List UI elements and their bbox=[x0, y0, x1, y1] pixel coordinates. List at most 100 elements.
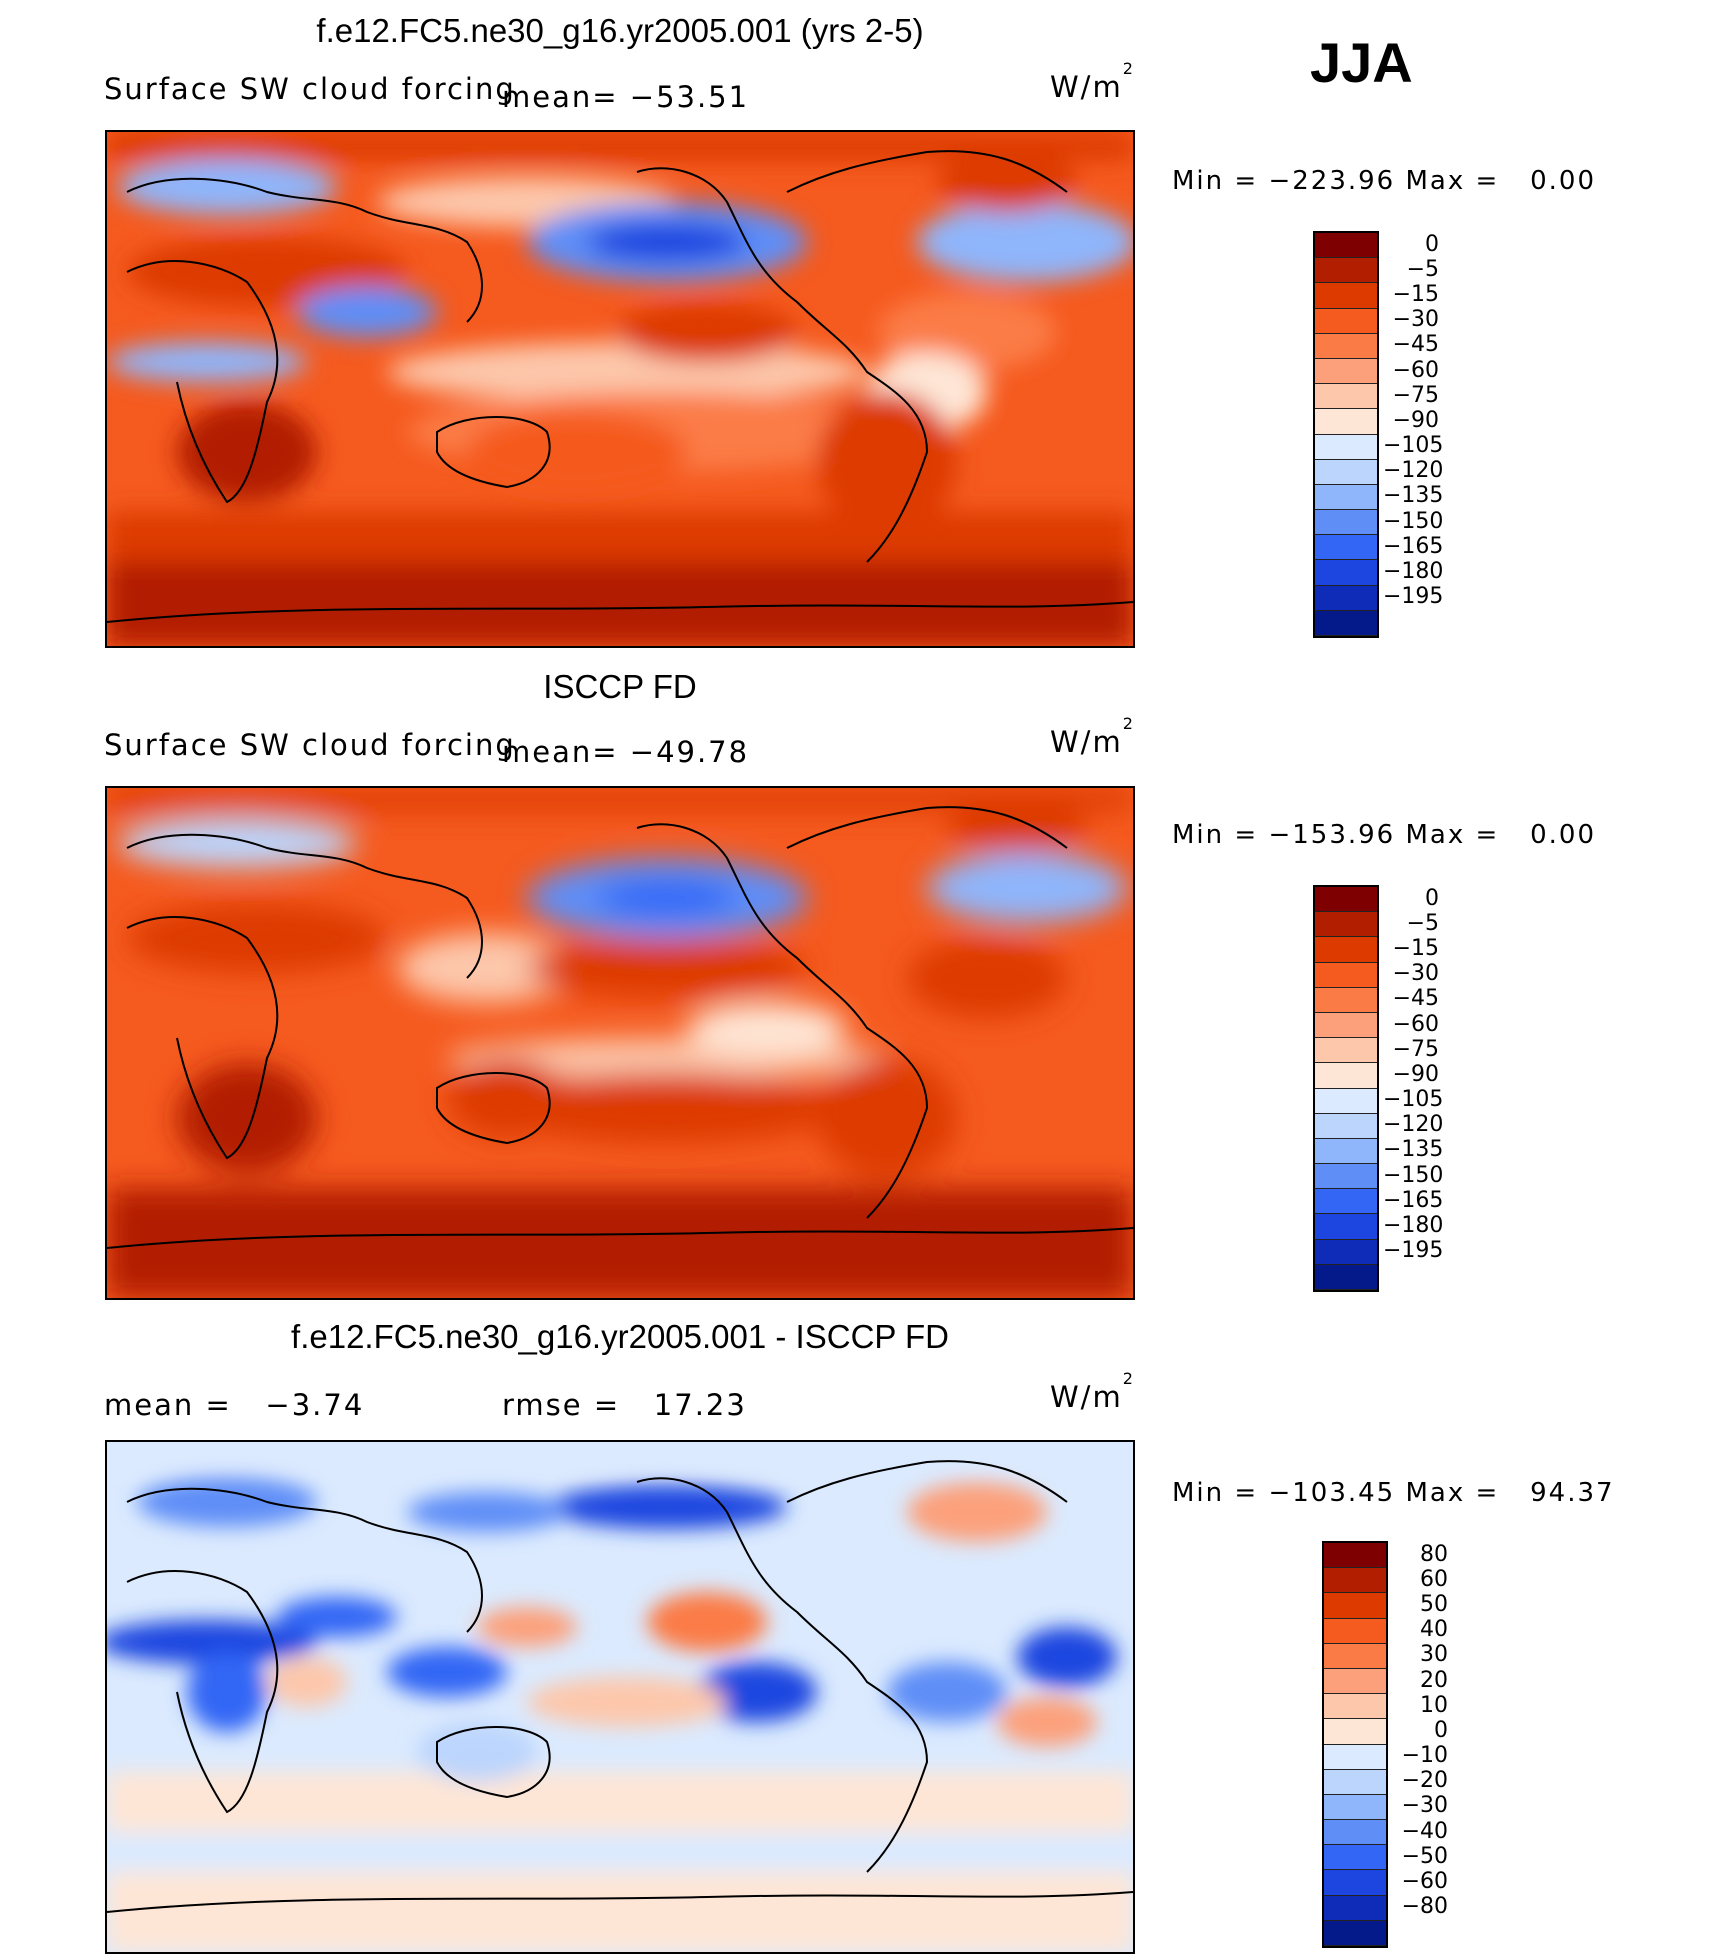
panel2-coastlines bbox=[107, 806, 1133, 1249]
panel3-map bbox=[105, 1440, 1135, 1954]
panel3-title: f.e12.FC5.ne30_g16.yr2005.001 - ISCCP FD bbox=[291, 1318, 949, 1355]
panel3-rmse: rmse = 17.23 bbox=[502, 1388, 747, 1422]
colorbar-segment bbox=[1324, 1769, 1386, 1795]
colorbar-segment bbox=[1324, 1895, 1386, 1921]
colorbar-segment bbox=[1315, 459, 1377, 485]
colorbar-tick-label: 10 bbox=[1420, 1692, 1448, 1718]
colorbar-segment bbox=[1324, 1845, 1386, 1871]
colorbar-segment bbox=[1315, 333, 1377, 359]
panel3-max-value: 94.37 bbox=[1530, 1478, 1615, 1508]
panel3-mean-value: −3.74 bbox=[265, 1388, 365, 1422]
panel3-mean-label: mean = bbox=[104, 1388, 232, 1422]
colorbar-tick-label: 40 bbox=[1420, 1617, 1448, 1643]
colorbar-tick-label: −20 bbox=[1401, 1768, 1448, 1794]
colorbar-segment bbox=[1315, 610, 1377, 636]
colorbar-segment bbox=[1315, 535, 1377, 561]
colorbar-tick-label: 60 bbox=[1420, 1566, 1448, 1592]
panel2-min-value: −153.96 bbox=[1268, 820, 1396, 850]
colorbar-tick-label: −165 bbox=[1383, 1187, 1444, 1213]
colorbar-segment bbox=[1324, 1794, 1386, 1821]
panel1-max-label: Max bbox=[1405, 166, 1466, 196]
colorbar-tick-label: 80 bbox=[1420, 1541, 1448, 1567]
colorbar-tick-label: −150 bbox=[1383, 1162, 1444, 1188]
colorbar-segment bbox=[1324, 1694, 1386, 1720]
colorbar-segment bbox=[1324, 1543, 1386, 1569]
colorbar-tick-label: −120 bbox=[1383, 458, 1444, 484]
colorbar-tick-label: −5 bbox=[1406, 910, 1439, 936]
colorbar-tick-label: 50 bbox=[1420, 1591, 1448, 1617]
colorbar-segment bbox=[1315, 1063, 1377, 1089]
colorbar-segment bbox=[1315, 887, 1377, 913]
colorbar-segment bbox=[1315, 510, 1377, 536]
colorbar-segment bbox=[1315, 560, 1377, 586]
colorbar-tick-label: −135 bbox=[1383, 483, 1444, 509]
colorbar-segment bbox=[1315, 409, 1377, 435]
panel1-map bbox=[105, 130, 1135, 648]
colorbar-tick-label: −45 bbox=[1392, 332, 1439, 358]
panel1-colorbar bbox=[1313, 231, 1379, 638]
colorbar-tick-label: −60 bbox=[1392, 357, 1439, 383]
colorbar-tick-label: −165 bbox=[1383, 533, 1444, 559]
panel1-min-value: −223.96 bbox=[1268, 166, 1396, 196]
colorbar-segment bbox=[1324, 1643, 1386, 1669]
colorbar-segment bbox=[1324, 1719, 1386, 1745]
colorbar-segment bbox=[1315, 1239, 1377, 1265]
panel2-mean: mean= −49.78 bbox=[502, 735, 749, 769]
panel2-map-svg bbox=[107, 788, 1133, 1298]
panel1-min-max: Min = −223.96 Max = 0.00 bbox=[1172, 166, 1597, 196]
colorbar-tick-label: −50 bbox=[1401, 1843, 1448, 1869]
colorbar-tick-label: −45 bbox=[1392, 986, 1439, 1012]
panel3-units: W/m2 bbox=[1050, 1369, 1135, 1414]
panel3-map-svg bbox=[107, 1442, 1133, 1952]
panel3-rmse-label: rmse = bbox=[502, 1388, 621, 1422]
colorbar-segment bbox=[1315, 912, 1377, 938]
colorbar-segment bbox=[1315, 1138, 1377, 1165]
colorbar-tick-label: −90 bbox=[1392, 407, 1439, 433]
panel1-coastlines bbox=[107, 150, 1133, 623]
colorbar-segment bbox=[1315, 1113, 1377, 1139]
colorbar-tick-label: −15 bbox=[1392, 935, 1439, 961]
panel3-min-value: −103.45 bbox=[1268, 1478, 1396, 1508]
colorbar-segment bbox=[1315, 1264, 1377, 1290]
colorbar-tick-label: −75 bbox=[1392, 1036, 1439, 1062]
colorbar-segment bbox=[1315, 434, 1377, 460]
panel3-mean: mean = −3.74 bbox=[104, 1388, 364, 1422]
colorbar-tick-label: −135 bbox=[1383, 1137, 1444, 1163]
colorbar-segment bbox=[1315, 1088, 1377, 1114]
colorbar-tick-label: −5 bbox=[1406, 256, 1439, 282]
colorbar-segment bbox=[1324, 1820, 1386, 1846]
panel2-units: W/m2 bbox=[1050, 714, 1135, 759]
colorbar-segment bbox=[1315, 937, 1377, 963]
colorbar-tick-label: −60 bbox=[1401, 1869, 1448, 1895]
colorbar-tick-label: −180 bbox=[1383, 1213, 1444, 1239]
colorbar-tick-label: 20 bbox=[1420, 1667, 1448, 1693]
panel1-units: W/m2 bbox=[1050, 59, 1135, 104]
colorbar-tick-label: −105 bbox=[1383, 433, 1444, 459]
colorbar-tick-label: 0 bbox=[1425, 885, 1439, 911]
colorbar-tick-label: −80 bbox=[1401, 1894, 1448, 1920]
panel3-colorbar bbox=[1322, 1541, 1388, 1948]
colorbar-tick-label: −15 bbox=[1392, 281, 1439, 307]
colorbar-segment bbox=[1324, 1668, 1386, 1695]
colorbar-tick-label: −60 bbox=[1392, 1011, 1439, 1037]
colorbar-segment bbox=[1315, 484, 1377, 511]
colorbar-tick-label: −150 bbox=[1383, 508, 1444, 534]
colorbar-segment bbox=[1315, 384, 1377, 410]
panel2-title: ISCCP FD bbox=[543, 668, 697, 705]
panel1-variable-label: Surface SW cloud forcing bbox=[104, 72, 516, 106]
colorbar-tick-label: −195 bbox=[1383, 1238, 1444, 1264]
colorbar-segment bbox=[1315, 1164, 1377, 1190]
colorbar-tick-label: −30 bbox=[1401, 1793, 1448, 1819]
colorbar-tick-label: −75 bbox=[1392, 382, 1439, 408]
panel2-colorbar bbox=[1313, 885, 1379, 1292]
colorbar-segment bbox=[1315, 962, 1377, 988]
panel3-coastlines bbox=[107, 1460, 1133, 1913]
panel2-max-value: 0.00 bbox=[1530, 820, 1597, 850]
colorbar-segment bbox=[1324, 1618, 1386, 1644]
panel1-min-label: Min bbox=[1172, 166, 1225, 196]
colorbar-segment bbox=[1315, 358, 1377, 385]
colorbar-segment bbox=[1324, 1744, 1386, 1770]
panel3-max-label: Max bbox=[1405, 1478, 1466, 1508]
panel3-rmse-value: 17.23 bbox=[653, 1388, 747, 1422]
colorbar-segment bbox=[1315, 233, 1377, 259]
